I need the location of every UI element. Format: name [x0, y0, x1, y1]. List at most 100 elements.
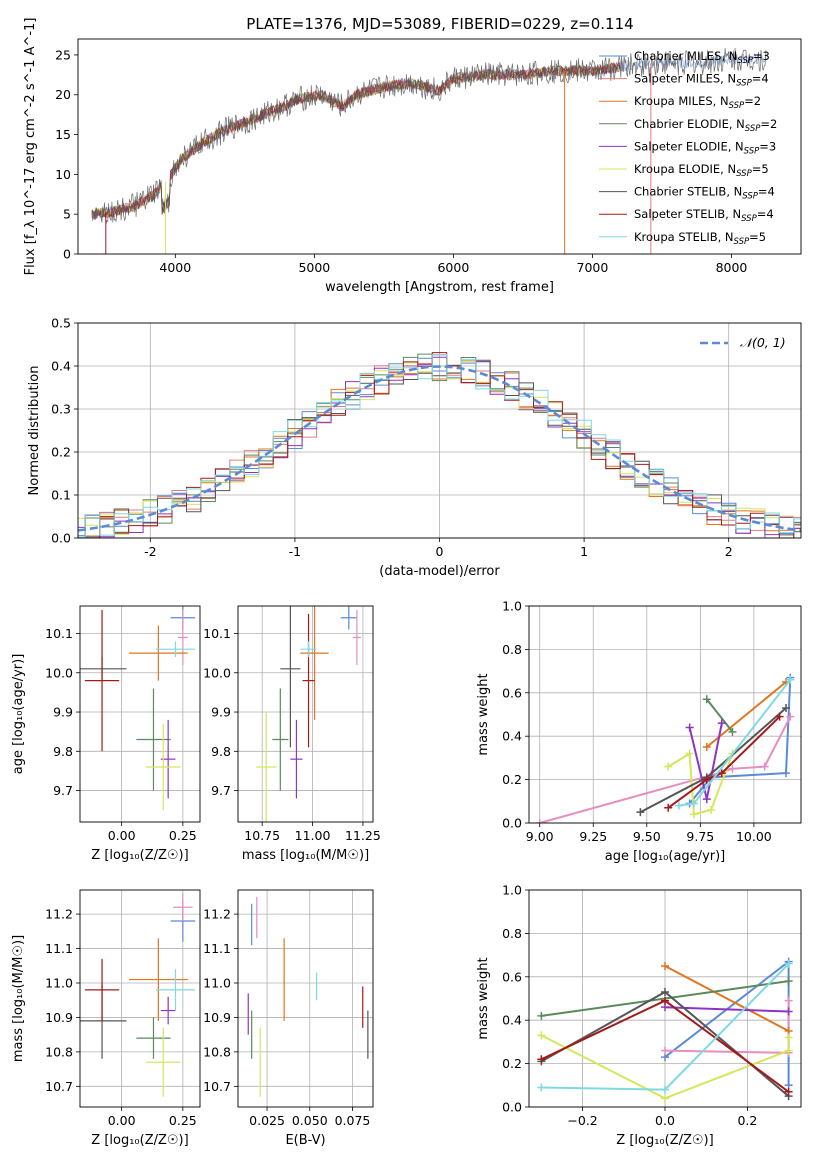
- weight_vs_Z-point-marker: [784, 1007, 793, 1016]
- mass_vs_EBV-ytick-label: 11.2: [203, 907, 231, 922]
- weight_vs_age-point-marker: [674, 801, 683, 810]
- mass_vs_EBV-frame: [237, 889, 374, 1108]
- age_vs_Z-frame: [79, 605, 201, 823]
- weight_vs_age-point-marker: [702, 795, 711, 804]
- age_vs_mass-ytick-label: 9.7: [211, 783, 231, 798]
- weight_vs_age-point-marker: [728, 764, 737, 773]
- mass_vs_Z-ytick-label: 10.8: [45, 1044, 73, 1059]
- spectrum-xtick-label: 8000: [716, 260, 748, 275]
- residuals-plot-area: [78, 352, 801, 538]
- age_vs_Z-axes: 0.00 0.25 9.7 9.8 9.9 10.0 10.1 Z [log₁₀(Z/Z☉)]…: [11, 605, 201, 863]
- weight_vs_Z-xtick-label: 0.0: [655, 1113, 675, 1128]
- residuals-ytick-label: 0.5: [51, 316, 71, 331]
- age_vs_Z-ylabel: age [log₁₀(age/yr)]: [11, 654, 26, 775]
- age_vs_Z-xtick-label: 0.25: [169, 828, 197, 843]
- weight_vs_Z-xtick-label: 0.2: [737, 1113, 757, 1128]
- mass_vs_EBV-ytick-label: 11.0: [203, 976, 231, 991]
- weight_vs_Z-ytick-label: 0.8: [502, 926, 522, 941]
- residuals-ytick-label: 0.3: [51, 402, 71, 417]
- residuals-ytick-label: 0.2: [51, 445, 71, 460]
- weight_vs_age-xlabel: age [log₁₀(age/yr)]: [605, 849, 726, 864]
- weight_vs_age-point-marker: [786, 675, 795, 684]
- spectrum-xtick-label: 6000: [437, 260, 469, 275]
- mass_vs_EBV-xlabel: E(B-V): [285, 1133, 325, 1148]
- age_vs_mass-axes: 10.75 11.00 11.25 9.7 9.8 9.9 10.0 10.1 mass [lo…: [203, 605, 381, 863]
- age_vs_Z-ytick-label: 9.7: [53, 783, 73, 798]
- spectrum-ytick-label: 20: [55, 87, 71, 102]
- age_vs_mass-ytick-label: 9.9: [211, 705, 231, 720]
- weight_vs_age-series-line: [688, 677, 792, 805]
- legend-entry: Kroupa MILES, NSSP=2: [634, 94, 761, 111]
- weight_vs_age-point-marker: [702, 743, 711, 752]
- weight_vs_Z-point-marker: [784, 996, 793, 1005]
- mass_vs_Z-ytick-label: 10.9: [45, 1010, 73, 1025]
- weight_vs_age-point-marker: [689, 810, 698, 819]
- residuals-histogram-step: [78, 353, 801, 538]
- spectrum-xtick-label: 5000: [298, 260, 330, 275]
- weight_vs_Z-frame: [528, 889, 802, 1108]
- weight_vs_Z-point-marker: [537, 1031, 546, 1040]
- weight_vs_age-ytick-label: 0.6: [502, 685, 522, 700]
- weight_vs_age-xtick-label: 9.75: [686, 829, 714, 844]
- mass_vs_Z-axes: 0.00 0.25 10.7 10.8 10.9 11.0 11.1 11.2 Z [log₁₀…: [11, 889, 201, 1148]
- mass_vs_EBV-axes: 0.025 0.050 0.075 10.7 10.8 10.9 11.0 11.1 11.2 E…: [203, 889, 374, 1148]
- weight_vs_age-axes: 9.00 9.25 9.50 9.75 10.00 0.0 0.2 0.4 0.6 0.8 1.0 a…: [476, 599, 802, 864]
- spectrum-ytick-label: 5: [63, 207, 71, 222]
- weight_vs_age-xtick-label: 9.25: [579, 829, 607, 844]
- weight_vs_age-series-line: [706, 698, 734, 733]
- age_vs_mass-ytick-label: 10.0: [203, 665, 231, 680]
- weight_vs_Z-ytick-label: 0.2: [502, 1056, 522, 1071]
- weight_vs_age-point-marker: [689, 799, 698, 808]
- weight_vs_Z-ylabel: mass weight: [476, 957, 491, 1039]
- weight_vs_age-point-marker: [728, 727, 737, 736]
- residuals-xtick-label: -2: [144, 544, 156, 559]
- age_vs_mass-xlabel: mass [log₁₀(M/M☉)]: [242, 848, 369, 863]
- weight_vs_Z-point-marker: [661, 1094, 669, 1103]
- weight_vs_age-xtick-label: 9.00: [526, 829, 554, 844]
- age_vs_Z-ytick-label: 10.0: [45, 665, 73, 680]
- legend-entry: Chabrier STELIB, NSSP=4: [634, 185, 775, 202]
- weight_vs_age-point-marker: [664, 762, 673, 771]
- residuals-ytick-label: 0.1: [51, 488, 71, 503]
- mass_vs_Z-ytick-label: 10.7: [45, 1079, 73, 1094]
- spectrum-xtick-label: 4000: [159, 260, 191, 275]
- weight_vs_Z-ytick-label: 1.0: [502, 883, 522, 898]
- weight_vs_age-frame: [528, 605, 802, 824]
- mass_vs_Z-xtick-label: 0.00: [108, 1113, 136, 1128]
- age_vs_mass-frame: [237, 605, 374, 823]
- age_vs_Z-xlabel: Z [log₁₀(Z/Z☉)]: [91, 848, 188, 863]
- mass_vs_EBV-plot-area: [247, 896, 369, 1097]
- mass_vs_EBV-xtick-label: 0.050: [292, 1113, 328, 1128]
- age_vs_Z-ytick-label: 9.9: [53, 705, 73, 720]
- age_vs_Z-xtick-label: 0.00: [108, 828, 136, 843]
- weight_vs_age-ytick-label: 1.0: [502, 599, 522, 614]
- spectrum-xtick-label: 7000: [577, 260, 609, 275]
- weight_vs_Z-ytick-label: 0.4: [502, 1013, 522, 1028]
- normal-curve: [78, 365, 801, 532]
- spectrum-ytick-label: 25: [55, 47, 71, 62]
- spectrum-ytick-label: 10: [55, 167, 71, 182]
- weight_vs_Z-xtick-label: −0.2: [567, 1113, 597, 1128]
- spectrum-ytick-label: 15: [55, 127, 71, 142]
- weight_vs_Z-plot-area: [537, 957, 793, 1103]
- weight_vs_Z-point-marker: [661, 996, 669, 1005]
- residuals-frame: [77, 322, 802, 539]
- age_vs_mass-xtick-label: 11.00: [295, 828, 331, 843]
- mass_vs_Z-plot-area: [80, 893, 196, 1097]
- mass_vs_Z-xtick-label: 0.25: [169, 1113, 197, 1128]
- mass_vs_Z-ytick-label: 11.2: [45, 907, 73, 922]
- spectrum-axes: 4000 5000 6000 7000 8000 0 5 10 15 20 25 wavelength…: [23, 18, 802, 295]
- weight_vs_age-point-marker: [717, 769, 726, 778]
- weight_vs_Z-point-marker: [784, 959, 793, 968]
- spectrum-legend: Chabrier MILES, NSSP=3 Salpeter MILES, NS…: [599, 49, 777, 247]
- weight_vs_age-ytick-label: 0.4: [502, 729, 522, 744]
- residuals-ytick-label: 0.4: [51, 359, 71, 374]
- mass_vs_Z-ytick-label: 11.0: [45, 976, 73, 991]
- weight_vs_Z-point-marker: [784, 1087, 793, 1096]
- weight_vs_age-point-marker: [717, 719, 726, 728]
- residuals-xtick-label: 0: [436, 544, 444, 559]
- weight_vs_age-point-marker: [760, 762, 769, 771]
- mass_vs_EBV-ytick-label: 11.1: [203, 941, 231, 956]
- age_vs_Z-ytick-label: 9.8: [53, 744, 73, 759]
